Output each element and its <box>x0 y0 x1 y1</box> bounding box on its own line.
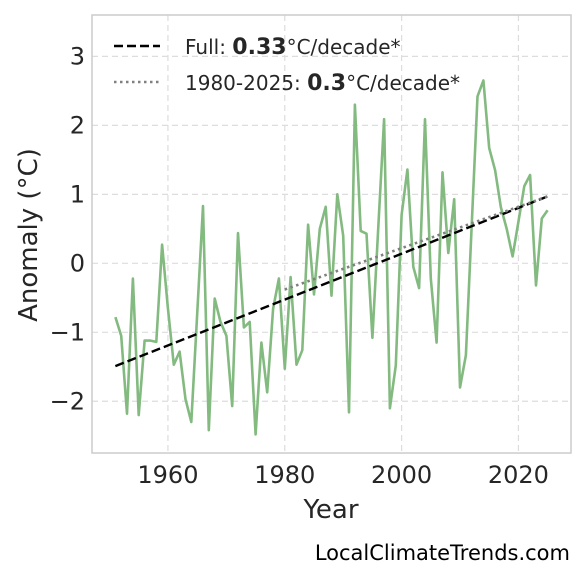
watermark-text: LocalClimateTrends.com <box>315 541 570 565</box>
recent-trend-line <box>284 195 549 291</box>
tick-labels: 1960 1980 2000 2020 −2 −1 0 1 2 3 <box>50 42 549 489</box>
legend-entry-label: Full: 0.33°C/decade* <box>185 35 401 60</box>
x-tick-label: 1960 <box>137 461 198 489</box>
plot-frame <box>91 14 572 454</box>
legend-entry-label: 1980-2025: 0.3°C/decade* <box>185 71 460 96</box>
y-tick-label: −1 <box>50 318 85 346</box>
x-tick-label: 1980 <box>254 461 315 489</box>
x-tick-label: 2020 <box>488 461 549 489</box>
y-tick-label: −2 <box>50 387 85 415</box>
y-tick-label: 1 <box>70 180 85 208</box>
x-axis-title: Year <box>302 495 358 525</box>
grid-lines <box>92 15 571 453</box>
y-tick-label: 3 <box>70 42 85 70</box>
y-tick-label: 0 <box>70 249 85 277</box>
legend: Full: 0.33°C/decade* 1980-2025: 0.3°C/dec… <box>114 35 460 96</box>
anomaly-series-line <box>114 79 549 436</box>
x-tick-label: 2000 <box>371 461 432 489</box>
y-axis-title: Anomaly (°C) <box>14 148 44 322</box>
series-layer <box>114 79 549 436</box>
y-tick-label: 2 <box>70 111 85 139</box>
